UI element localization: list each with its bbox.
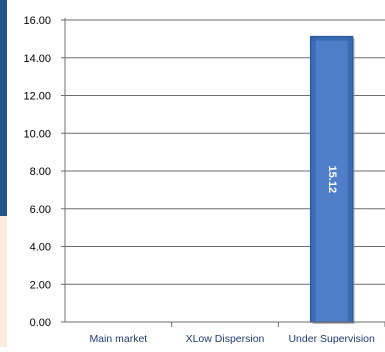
y-tick-label: 4.00	[30, 242, 51, 254]
y-tick-label: 0.00	[30, 317, 51, 329]
y-tick-label: 10.00	[23, 128, 51, 140]
x-category-label: Main market	[89, 333, 147, 345]
bar-edge-left	[310, 36, 316, 323]
y-tick-label: 12.00	[23, 91, 51, 103]
y-tick-label: 2.00	[30, 279, 51, 291]
x-category-label: Under Supervision	[288, 333, 375, 345]
y-tick-label: 6.00	[30, 204, 51, 216]
y-tick-label: 14.00	[23, 53, 51, 65]
bar-data-label: 15.12	[326, 166, 338, 194]
left-panel-strip	[0, 216, 7, 347]
bar	[309, 35, 354, 323]
left-accent-bar	[0, 0, 7, 216]
y-tick-label: 8.00	[30, 166, 51, 178]
bar-chart: 0.00 2.00 4.00 6.00 8.00 10.00 12.00 14.00 16.00…	[8, 0, 385, 347]
bar-edge-right	[347, 36, 353, 323]
x-category-label: XLow Dispersion	[186, 333, 265, 345]
chart-svg: 0.00 2.00 4.00 6.00 8.00 10.00 12.00 14.00 16.00…	[23, 15, 385, 345]
bar-edge-top	[310, 36, 353, 41]
y-tick-label: 16.00	[23, 15, 51, 27]
